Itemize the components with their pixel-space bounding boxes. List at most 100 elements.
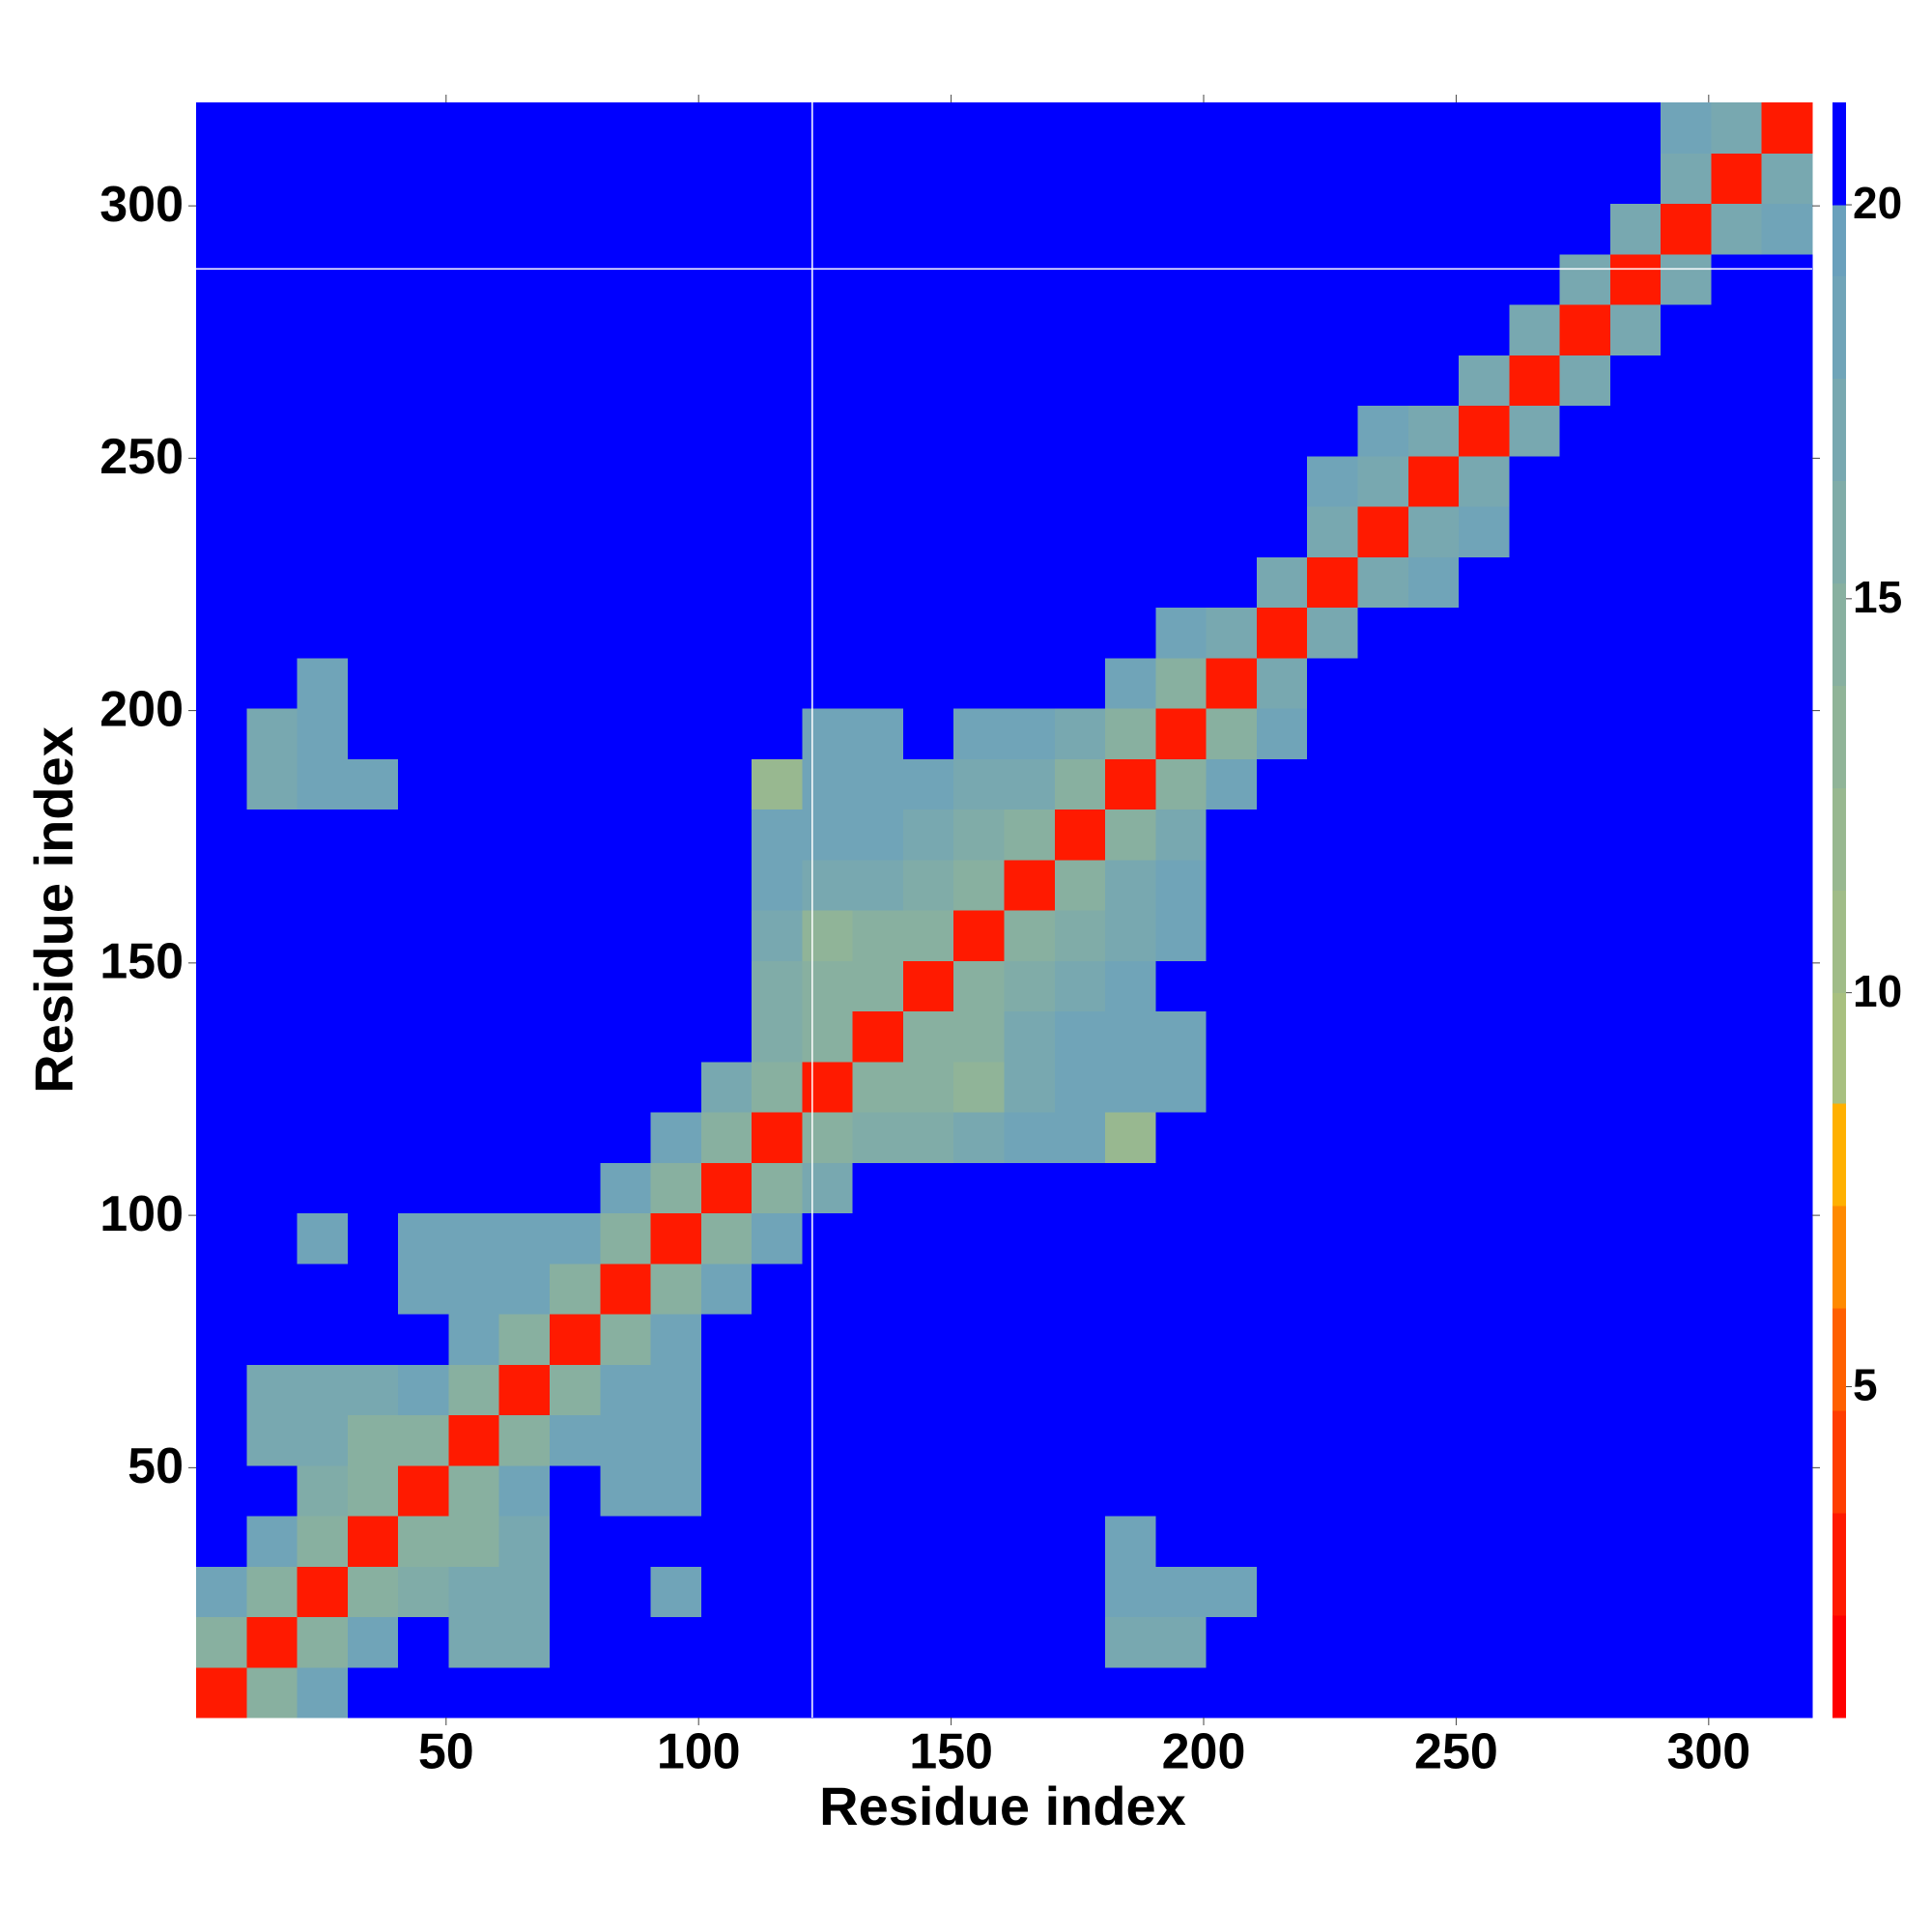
cell	[398, 1566, 449, 1617]
cell	[953, 1566, 1005, 1617]
cell	[1609, 455, 1662, 507]
colorbar-segment	[1833, 992, 1846, 1104]
cell	[1407, 1464, 1460, 1517]
cell	[448, 910, 500, 961]
cell	[196, 1314, 247, 1365]
cell	[752, 203, 803, 255]
cell	[650, 1162, 702, 1213]
cell	[600, 1566, 652, 1617]
cell	[1206, 1616, 1258, 1668]
cell	[1609, 1516, 1662, 1567]
cell	[1004, 910, 1056, 961]
colorbar-segment	[1833, 890, 1846, 994]
cell	[752, 859, 803, 911]
cell	[246, 304, 298, 355]
cell	[1559, 455, 1611, 507]
cell	[902, 153, 954, 204]
cell	[498, 1263, 551, 1315]
cell	[953, 1162, 1005, 1213]
cell	[1407, 1263, 1460, 1315]
cell	[1661, 1566, 1712, 1617]
cell	[1407, 1162, 1460, 1213]
x-tick-label: 50	[418, 1724, 474, 1780]
cell	[498, 1162, 551, 1213]
cell	[1054, 1112, 1106, 1163]
cell	[1559, 1414, 1611, 1466]
cell	[347, 153, 399, 204]
cell	[1307, 1010, 1358, 1063]
cell	[1509, 1162, 1561, 1213]
cell	[1509, 405, 1561, 457]
cell	[448, 304, 500, 355]
cell	[1407, 1566, 1460, 1617]
cell	[1307, 1061, 1358, 1113]
cell	[1206, 607, 1258, 659]
cell	[802, 960, 854, 1011]
cell	[196, 1616, 247, 1668]
cell	[498, 455, 551, 507]
cell	[246, 203, 298, 255]
cell	[650, 607, 702, 659]
cell	[852, 1616, 904, 1668]
cell	[852, 1010, 904, 1063]
cell	[1357, 1212, 1409, 1264]
cell	[1155, 607, 1208, 659]
cell	[600, 1263, 652, 1315]
cell	[347, 708, 399, 759]
cell	[1004, 1666, 1056, 1719]
cell	[1004, 102, 1056, 154]
cell	[1054, 960, 1106, 1011]
cell	[1105, 809, 1156, 861]
cell	[1256, 556, 1308, 608]
cell	[1459, 1464, 1510, 1517]
cell	[347, 1212, 399, 1264]
cell	[246, 758, 298, 810]
cell	[700, 1464, 753, 1517]
cell	[1509, 809, 1561, 861]
cell	[1004, 1464, 1056, 1517]
cell	[1761, 1464, 1813, 1517]
cell	[650, 506, 702, 557]
cell	[1054, 355, 1106, 406]
cell	[1761, 859, 1813, 911]
cell	[196, 910, 247, 961]
cell	[953, 859, 1005, 911]
cell	[902, 607, 954, 659]
cell	[1559, 253, 1611, 305]
cell	[1459, 405, 1510, 457]
cell	[1206, 1464, 1258, 1517]
cell	[347, 506, 399, 557]
cell	[1105, 708, 1156, 759]
cell	[1105, 405, 1156, 457]
cell	[1761, 1212, 1813, 1264]
cell	[1509, 607, 1561, 659]
cell	[1155, 1263, 1208, 1315]
cell	[347, 1464, 399, 1517]
cell	[802, 1566, 854, 1617]
cell	[1407, 304, 1460, 355]
cell	[1105, 960, 1156, 1011]
cell	[1206, 1364, 1258, 1415]
cell	[1155, 1061, 1208, 1113]
cell	[1256, 1616, 1308, 1668]
cell	[1206, 1162, 1258, 1213]
cell	[1661, 1061, 1712, 1113]
cell	[902, 304, 954, 355]
cell	[398, 809, 449, 861]
cell	[498, 1314, 551, 1365]
cell	[700, 708, 753, 759]
cell	[1459, 253, 1510, 305]
y-tick-label: 100	[99, 1186, 184, 1242]
cell	[700, 1112, 753, 1163]
cell	[1559, 1162, 1611, 1213]
cell	[1609, 1162, 1662, 1213]
cell	[1206, 1212, 1258, 1264]
cell	[347, 1364, 399, 1415]
cell	[297, 607, 349, 659]
cell	[347, 1566, 399, 1617]
cell	[1054, 1566, 1106, 1617]
cell	[1307, 708, 1358, 759]
cell	[1357, 1364, 1409, 1415]
cell	[700, 506, 753, 557]
